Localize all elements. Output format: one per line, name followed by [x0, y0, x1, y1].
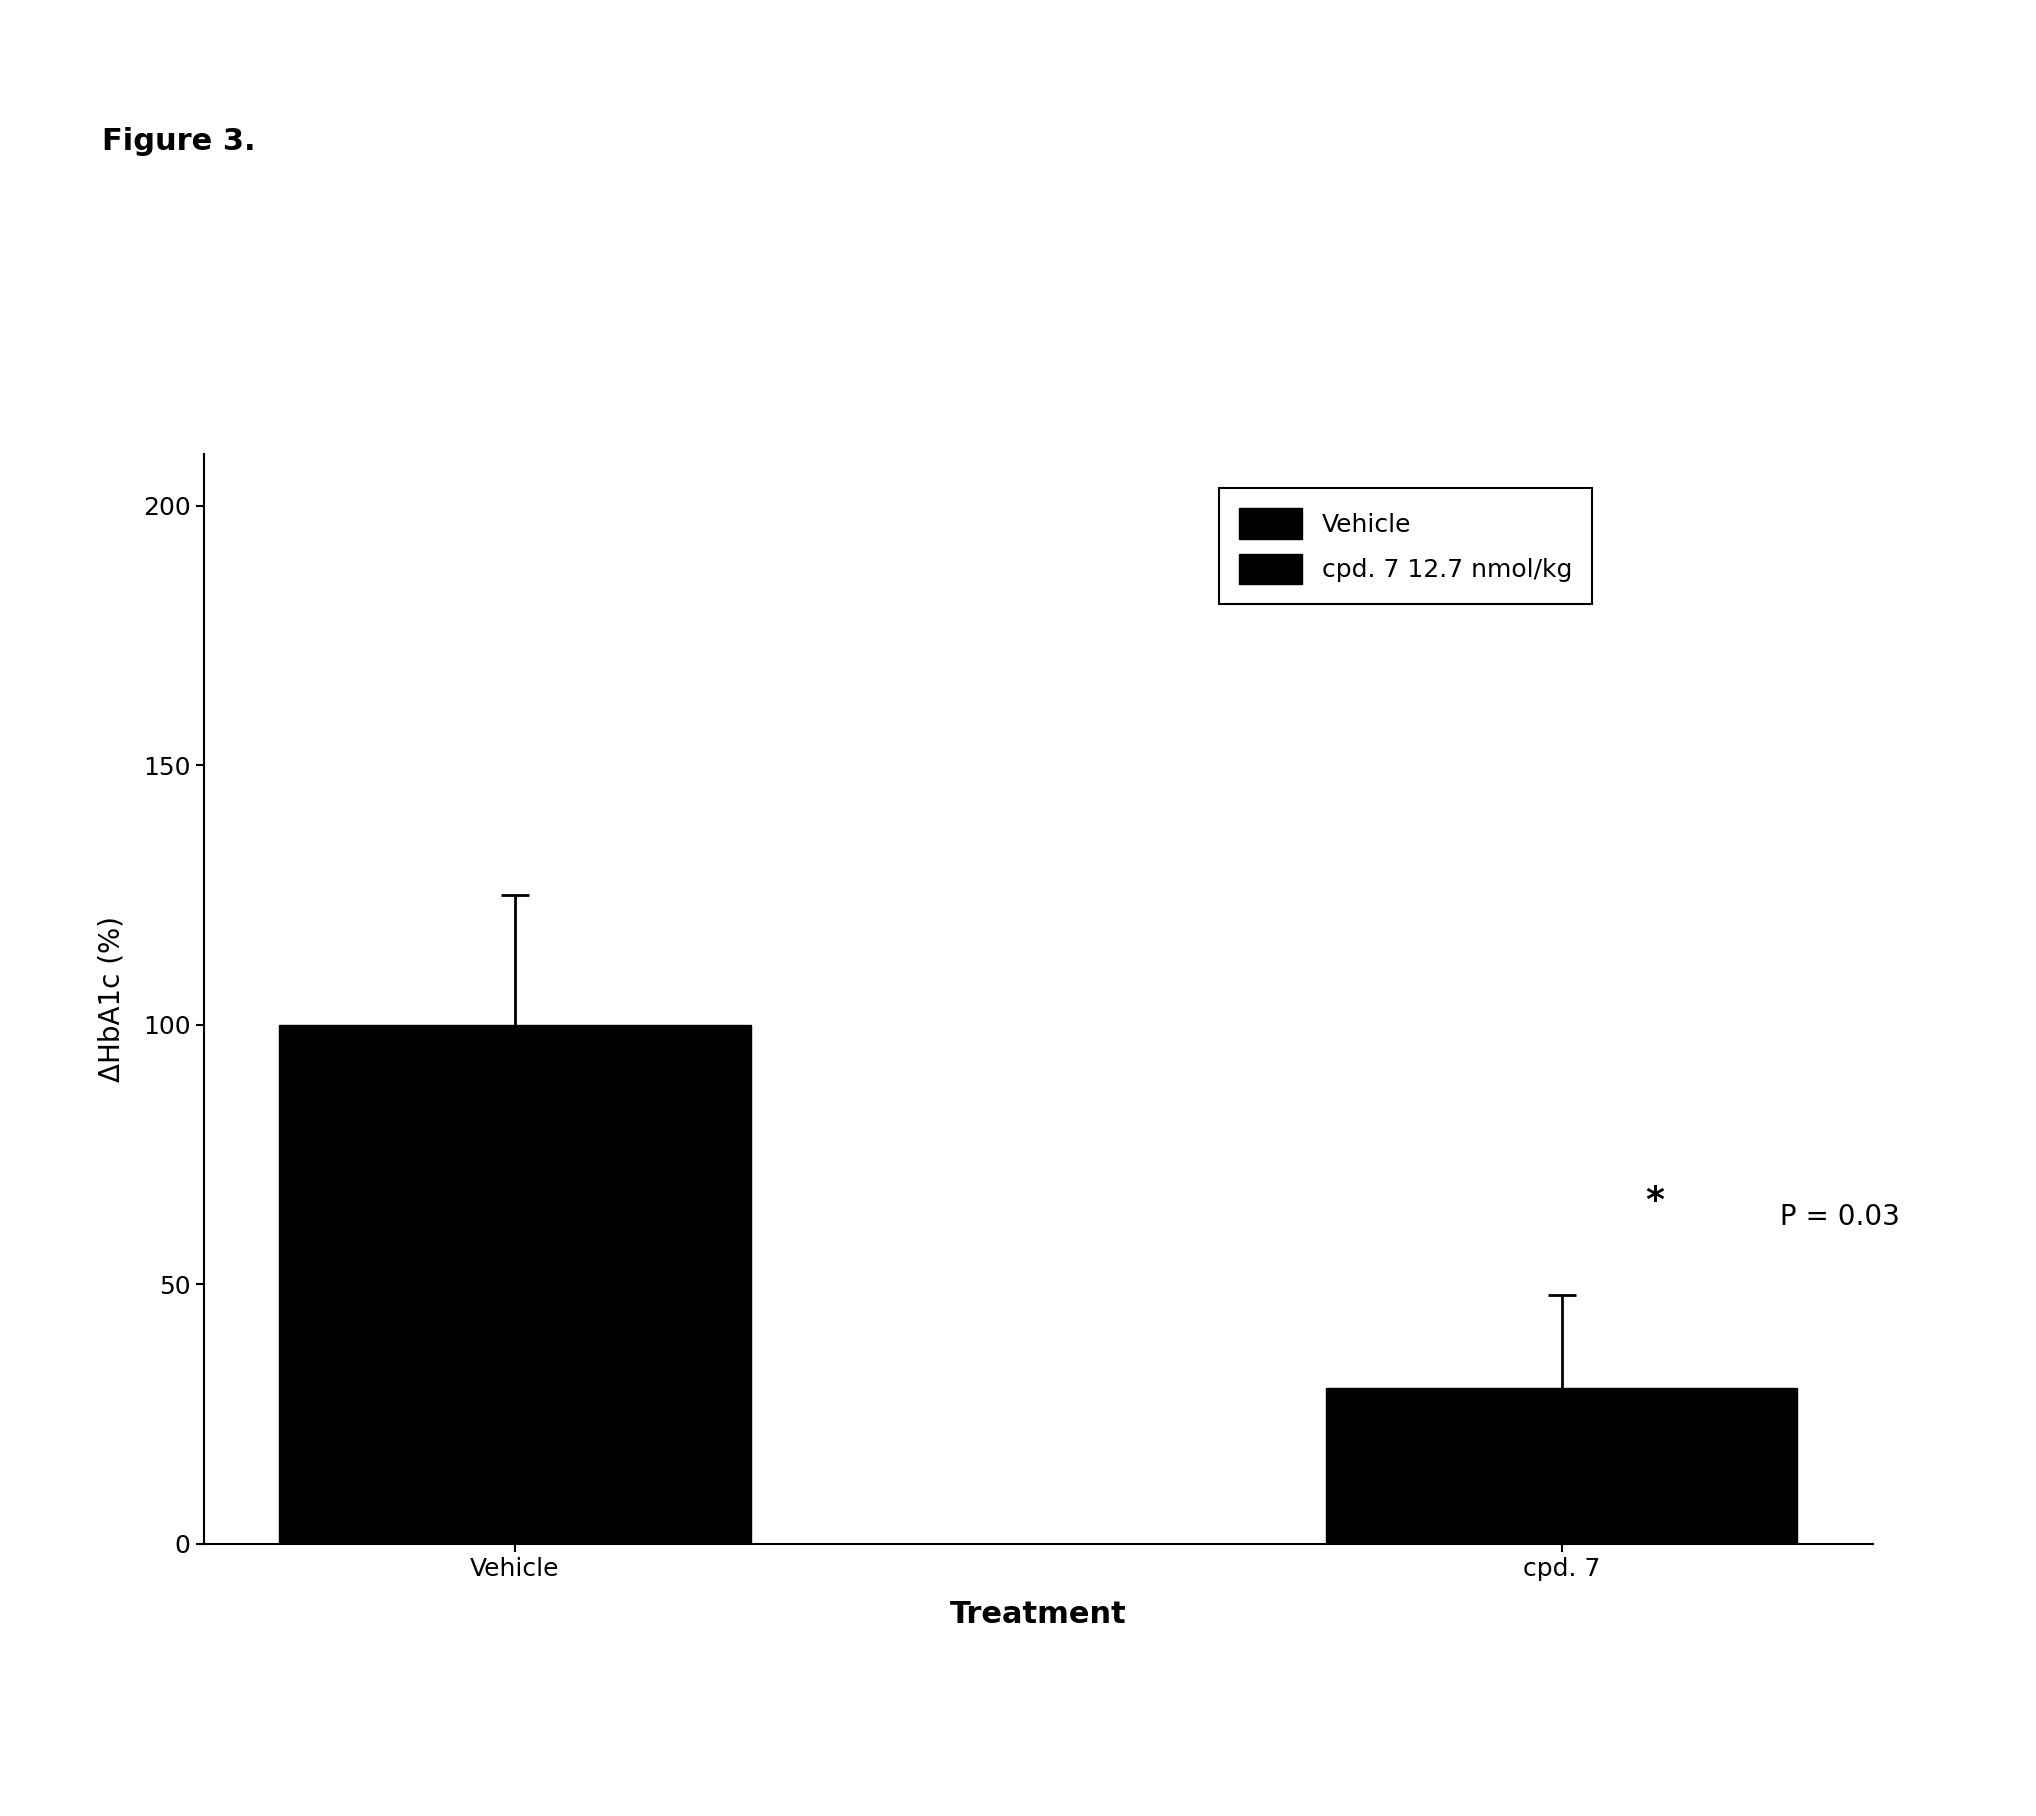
Y-axis label: ΔHbA1c (%): ΔHbA1c (%): [98, 915, 126, 1082]
X-axis label: Treatment: Treatment: [951, 1600, 1126, 1629]
Text: Figure 3.: Figure 3.: [102, 127, 254, 156]
Bar: [1325, 1387, 1798, 1544]
Text: P = 0.03: P = 0.03: [1771, 1202, 1900, 1231]
Legend: Vehicle, cpd. 7 12.7 nmol/kg: Vehicle, cpd. 7 12.7 nmol/kg: [1220, 489, 1592, 605]
Text: *: *: [1645, 1184, 1665, 1219]
Bar: [279, 1024, 751, 1544]
